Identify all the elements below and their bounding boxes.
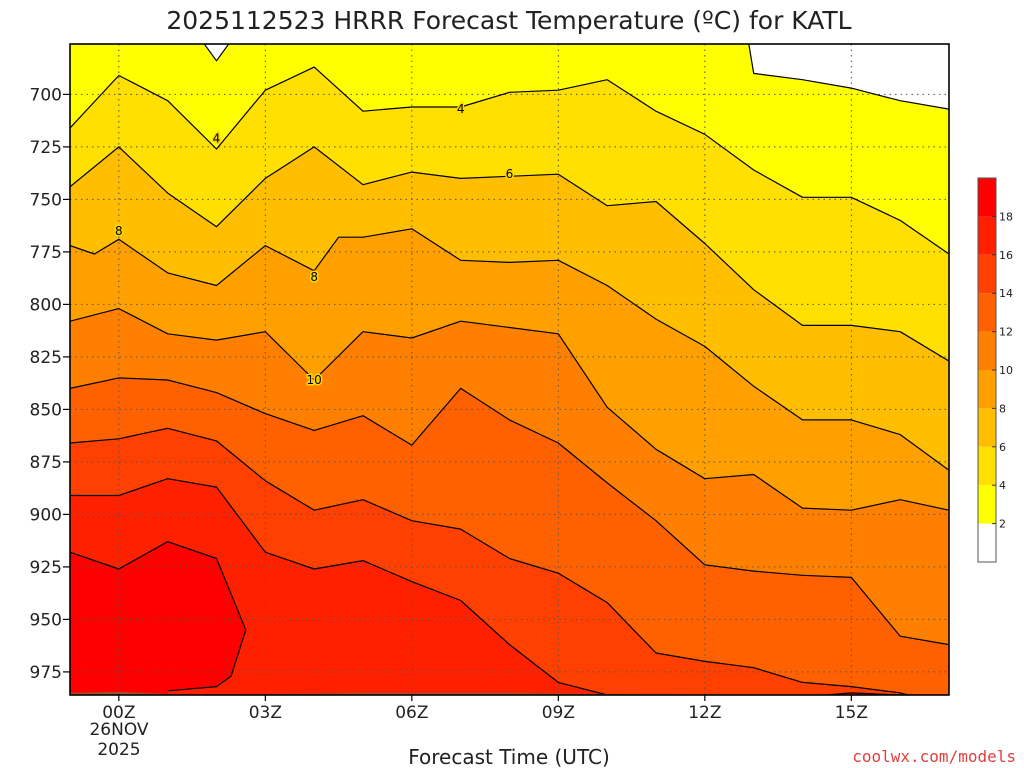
colorbar: 2 4 6 8 10 12 14 16 18 [977, 177, 1013, 563]
colorbar-label-2: 2 [999, 518, 1006, 531]
x-axis: 00Z 03Z 06Z 09Z 12Z 15Z [102, 695, 868, 723]
credit-text: coolwx.com/models [852, 747, 1016, 766]
x-axis-label: Forecast Time (UTC) [408, 745, 610, 768]
y-tick-label-900: 900 [30, 505, 62, 525]
isotherm-label-4-1: 4 [457, 102, 465, 116]
colorbar-swatch-5 [978, 331, 996, 370]
x-tick-label-12Z: 12Z [688, 703, 721, 723]
colorbar-swatch-7 [978, 254, 996, 294]
x-tick-label-00Z: 00Z [102, 703, 135, 723]
isotherm-lines [70, 44, 949, 695]
colorbar-swatch-8 [978, 216, 996, 255]
colorbar-label-16: 16 [999, 249, 1013, 262]
isotherm-6c-3 [70, 146, 949, 362]
isotherm-18c-10 [70, 541, 247, 692]
temperature-fills [70, 44, 949, 695]
colorbar-swatch-2 [978, 446, 996, 486]
colorbar-label-10: 10 [999, 364, 1013, 377]
y-tick-label-925: 925 [30, 558, 62, 578]
isotherm-label-8-3: 8 [115, 224, 123, 238]
y-tick-label-850: 850 [30, 400, 62, 420]
y-tick-label-775: 775 [30, 243, 62, 263]
grid-lines [70, 44, 949, 695]
y-tick-label-975: 975 [30, 663, 62, 683]
y-tick-label-875: 875 [30, 453, 62, 473]
colorbar-label-12: 12 [999, 326, 1013, 339]
isotherm-16c-8 [70, 478, 611, 695]
x-tick-label-06Z: 06Z [395, 703, 428, 723]
colorbar-label-18: 18 [999, 210, 1013, 223]
y-tick-label-700: 700 [30, 85, 62, 105]
colorbar-swatch-6 [978, 293, 996, 332]
x-tick-label-03Z: 03Z [249, 703, 282, 723]
plot-frame [69, 43, 950, 696]
chart-title: 2025112523 HRRR Forecast Temperature (ºC… [166, 6, 851, 35]
y-tick-label-825: 825 [30, 348, 62, 368]
isotherm-2c-1 [748, 44, 949, 110]
isotherm-label-8-4: 8 [310, 270, 318, 284]
y-tick-label-800: 800 [30, 295, 62, 315]
plot-area [70, 44, 949, 695]
isotherm-label-10-5: 10 [307, 373, 322, 387]
y-axis: 700 725 750 775 800 825 850 875 900 925 950 975 [30, 85, 70, 683]
isotherm-12c-6 [70, 377, 949, 646]
colorbar-swatch-0 [978, 523, 996, 562]
isotherm-8c-4 [70, 228, 949, 471]
x-tick-label-15Z: 15Z [835, 703, 868, 723]
y-tick-label-750: 750 [30, 190, 62, 210]
isotherm-2c-0 [203, 44, 230, 62]
colorbar-swatch-1 [978, 485, 996, 524]
colorbar-swatch-4 [978, 370, 996, 409]
x-date-year: 2025 [97, 740, 140, 760]
isotherm-label-4-0: 4 [213, 132, 221, 146]
isotherm-labels: 4 4 6 8 8 10 [114, 101, 515, 389]
isotherm-10c-5 [70, 308, 949, 511]
x-date-day: 26NOV [89, 720, 148, 740]
colorbar-label-14: 14 [999, 287, 1013, 300]
y-tick-label-725: 725 [30, 138, 62, 158]
fill-notch-below-2-0 [204, 44, 229, 61]
y-tick-label-950: 950 [30, 610, 62, 630]
colorbar-label-8: 8 [999, 402, 1006, 415]
colorbar-swatch-9 [978, 178, 996, 217]
isotherm-14c-7 [70, 427, 911, 695]
x-tick-label-09Z: 09Z [542, 703, 575, 723]
isotherm-label-6-2: 6 [506, 167, 514, 181]
isotherm-4c-2 [70, 66, 949, 255]
colorbar-label-4: 4 [999, 479, 1006, 492]
colorbar-swatch-3 [978, 408, 996, 447]
fill-band-above-18-10 [70, 541, 246, 695]
isotherm-16c-9 [819, 692, 904, 695]
colorbar-label-6: 6 [999, 441, 1006, 454]
